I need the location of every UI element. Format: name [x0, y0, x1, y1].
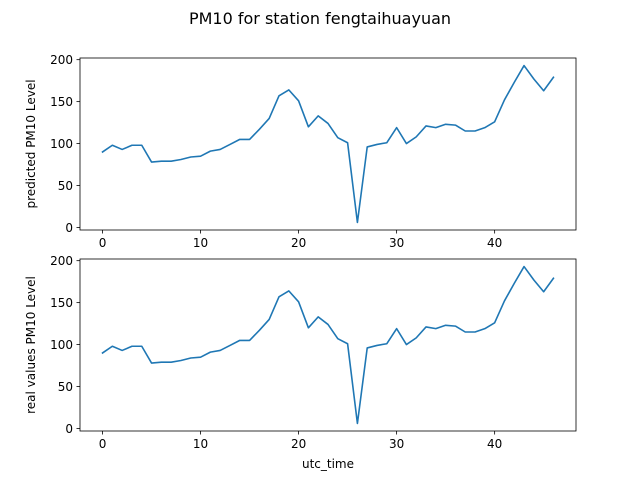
real-values-x-tick-label: 0 — [99, 437, 107, 451]
predicted-x-tick-label: 20 — [291, 236, 306, 250]
real-values-marks — [101, 265, 555, 425]
x-axis-label: utc_time — [302, 457, 354, 471]
predicted-y-tick-label: 0 — [65, 221, 73, 235]
figure-title: PM10 for station fengtaihuayuan — [189, 9, 451, 28]
real-values-subplot: 0 10 20 30 40 0 50 100 150 200 real values PM10 … — [24, 254, 577, 471]
predicted-y-tick-label: 150 — [50, 95, 73, 109]
real-values-y-tick-label: 0 — [65, 422, 73, 436]
predicted-x-tick-label: 0 — [99, 236, 107, 250]
real-values-series-line — [101, 265, 555, 425]
predicted-y-axis-label: predicted PM10 Level — [24, 79, 38, 208]
predicted-y-tick-label: 200 — [50, 53, 73, 67]
predicted-axes-frame — [79, 57, 577, 231]
real-values-x-ticks: 0 10 20 30 40 — [99, 431, 502, 451]
real-values-x-tick-label: 20 — [291, 437, 306, 451]
predicted-x-tick-label: 40 — [487, 236, 502, 250]
predicted-x-tick-label: 10 — [193, 236, 208, 250]
real-values-x-tick-label: 10 — [193, 437, 208, 451]
predicted-x-tick-label: 30 — [389, 236, 404, 250]
real-values-y-tick-label: 200 — [50, 254, 73, 268]
real-values-y-tick-label: 150 — [50, 296, 73, 310]
real-values-axes-frame — [79, 258, 577, 432]
real-values-x-tick-label: 40 — [487, 437, 502, 451]
predicted-marks — [101, 64, 555, 224]
real-values-y-tick-label: 100 — [50, 338, 73, 352]
predicted-series-line — [101, 64, 555, 224]
predicted-y-tick-label: 50 — [58, 179, 73, 193]
predicted-y-tick-label: 100 — [50, 137, 73, 151]
predicted-x-ticks: 0 10 20 30 40 — [99, 230, 502, 250]
real-values-x-tick-label: 30 — [389, 437, 404, 451]
real-values-y-tick-label: 50 — [58, 380, 73, 394]
predicted-y-ticks: 0 50 100 150 200 — [50, 53, 80, 235]
real-values-y-ticks: 0 50 100 150 200 — [50, 254, 80, 436]
predicted-subplot: 0 10 20 30 40 0 50 100 150 200 predicted PM10 Le… — [24, 53, 577, 250]
real-values-y-axis-label: real values PM10 Level — [24, 276, 38, 414]
